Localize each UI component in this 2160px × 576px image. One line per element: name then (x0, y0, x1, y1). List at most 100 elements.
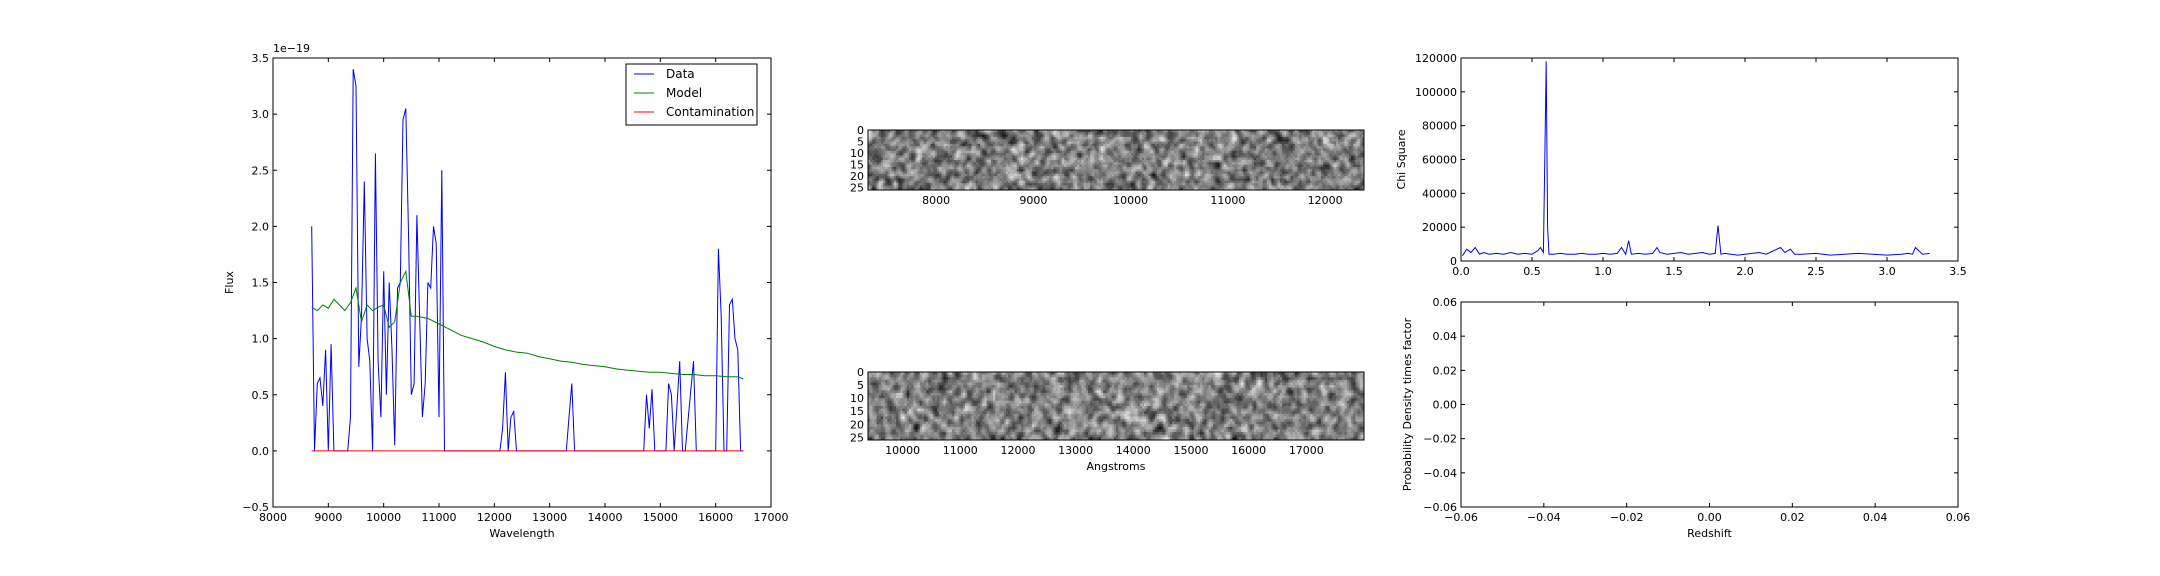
x-tick-label: 15000 (1173, 444, 1208, 457)
plot-frame (867, 371, 1365, 441)
x-tick-label: 11000 (943, 444, 978, 457)
x-axis-label: Wavelength (489, 527, 554, 540)
y-tick-label: 80000 (1422, 120, 1457, 133)
x-tick-label: 0.0 (1452, 265, 1470, 278)
x-tick-label: 0.5 (1523, 265, 1541, 278)
plot-frame (1460, 57, 1959, 262)
x-tick-label: 15000 (643, 511, 678, 524)
y-tick-label: 0.02 (1433, 364, 1458, 377)
y-tick-label: 5 (857, 136, 864, 149)
plot-frame (272, 57, 772, 508)
y-tick-label: 40000 (1422, 187, 1457, 200)
x-axis-label: Angstroms (1087, 460, 1146, 473)
x-tick-label: 1.5 (1665, 265, 1683, 278)
x-tick-label: −0.04 (1527, 511, 1561, 524)
chart-5: −0.06 −0.04 −0.02 0.00 0.02 0.04 0.06 −0.06 −0.0… (1401, 296, 1970, 540)
x-tick-label: 3.5 (1949, 265, 1967, 278)
x-tick-label: 11000 (1210, 194, 1245, 207)
x-tick-label: 16000 (1231, 444, 1266, 457)
y-tick-label: 60000 (1422, 154, 1457, 167)
y-tick-label: 20000 (1422, 221, 1457, 234)
y-tick-label: −0.04 (1423, 467, 1457, 480)
x-tick-label: 0.00 (1697, 511, 1722, 524)
x-tick-label: 3.0 (1878, 265, 1896, 278)
y-tick-label: 3.0 (252, 108, 270, 121)
chart-4: 0.0 0.5 1.0 1.5 2.0 2.5 3.0 3.5 0 20000 40000 60000… (1395, 52, 1967, 278)
y-tick-label: 0.5 (252, 389, 270, 402)
x-tick-label: 1.0 (1594, 265, 1612, 278)
x-tick-label: 12000 (1000, 444, 1035, 457)
y-tick-label: 10 (850, 392, 864, 405)
x-tick-label: 11000 (422, 511, 457, 524)
y-tick-label: 20 (850, 418, 864, 431)
spectrum-image (868, 130, 1365, 191)
y-tick-label: 20 (850, 170, 864, 183)
x-tick-label: 9000 (1019, 194, 1047, 207)
y-axis-label: Flux (223, 271, 236, 294)
y-axis-label: Chi Square (1395, 129, 1408, 189)
x-tick-label: −0.06 (1444, 511, 1478, 524)
series-data (311, 69, 744, 452)
y-tick-label: 0.0 (252, 445, 270, 458)
y-tick-label: 0 (1450, 255, 1457, 268)
y-tick-label: 2.5 (252, 164, 270, 177)
x-tick-label: 10000 (1113, 194, 1148, 207)
x-tick-label: 8000 (922, 194, 950, 207)
y-tick-label: 120000 (1415, 52, 1457, 65)
y-tick-label: 0.00 (1433, 399, 1458, 412)
x-tick-label: 0.06 (1946, 511, 1971, 524)
y-tick-label: 10 (850, 147, 864, 160)
spectrum-image (868, 372, 1365, 441)
y-tick-label: 25 (850, 182, 864, 195)
legend: Data Model Contamination (625, 63, 758, 126)
y-tick-label: 5 (857, 379, 864, 392)
y-tick-label: 15 (850, 405, 864, 418)
y-tick-label: 1.5 (252, 277, 270, 290)
y-offset-label: 1e−19 (273, 42, 310, 55)
x-tick-label: 17000 (754, 511, 789, 524)
chart-1: 8000 9000 10000 11000 12000 13000 14000 15000 16… (223, 42, 789, 540)
y-tick-label: −0.02 (1423, 433, 1457, 446)
y-tick-label: 15 (850, 159, 864, 172)
y-tick-label: 0 (857, 366, 864, 379)
legend-label-contamination: Contamination (666, 105, 754, 119)
y-tick-label: 100000 (1415, 86, 1457, 99)
x-axis-label: Redshift (1687, 527, 1732, 540)
x-tick-label: 2.5 (1807, 265, 1825, 278)
x-tick-label: 14000 (588, 511, 623, 524)
chart-3: 10000 11000 12000 13000 14000 15000 16000 17000… (850, 366, 1365, 473)
x-tick-label: 12000 (1308, 194, 1343, 207)
x-tick-label: 10000 (885, 444, 920, 457)
y-axis-label: Probability Density times factor (1401, 317, 1414, 491)
x-tick-label: 0.04 (1863, 511, 1888, 524)
x-tick-label: 17000 (1289, 444, 1324, 457)
y-tick-label: 0.06 (1433, 296, 1458, 309)
x-tick-label: 13000 (1058, 444, 1093, 457)
legend-label-data: Data (666, 67, 695, 81)
x-tick-label: 12000 (477, 511, 512, 524)
x-tick-label: 2.0 (1736, 265, 1754, 278)
y-tick-label: 0 (857, 124, 864, 137)
x-tick-label: 13000 (532, 511, 567, 524)
y-tick-label: −0.06 (1423, 501, 1457, 514)
x-tick-label: 16000 (698, 511, 733, 524)
y-tick-label: −0.5 (242, 501, 269, 514)
y-tick-label: 1.0 (252, 333, 270, 346)
legend-label-model: Model (666, 86, 702, 100)
y-tick-label: 2.0 (252, 220, 270, 233)
series-line (1461, 61, 1930, 257)
series-model (311, 269, 744, 380)
y-tick-label: 0.04 (1433, 330, 1458, 343)
plot-frame (1460, 301, 1959, 508)
y-tick-label: 3.5 (252, 52, 270, 65)
y-tick-label: 25 (850, 431, 864, 444)
x-tick-label: 10000 (366, 511, 401, 524)
x-tick-label: 9000 (314, 511, 342, 524)
x-tick-label: 8000 (259, 511, 287, 524)
x-tick-label: −0.02 (1610, 511, 1644, 524)
plot-frame (867, 129, 1365, 191)
x-tick-label: 14000 (1116, 444, 1151, 457)
x-tick-label: 0.02 (1780, 511, 1805, 524)
